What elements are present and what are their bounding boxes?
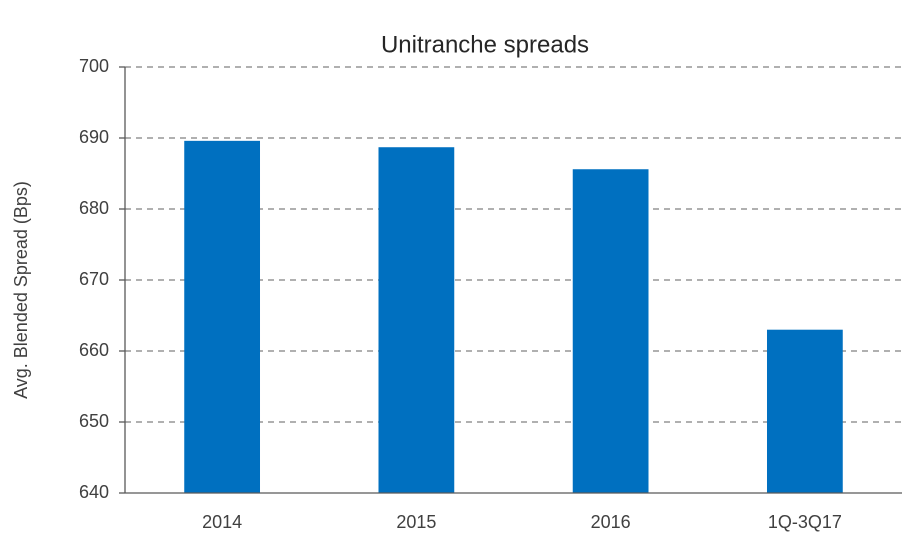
chart-title: Unitranche spreads [381, 31, 589, 58]
x-tick-label: 2016 [591, 512, 631, 532]
y-tick-label: 650 [79, 411, 109, 431]
x-tick-label: 1Q-3Q17 [768, 512, 842, 532]
y-tick-label: 680 [79, 198, 109, 218]
bar [572, 169, 649, 494]
y-tick-label: 670 [79, 269, 109, 289]
y-tick-label: 660 [79, 340, 109, 360]
y-tick-label: 640 [79, 482, 109, 502]
y-tick-label: 700 [79, 56, 109, 76]
x-tick-label: 2015 [396, 512, 436, 532]
y-axis-label: Avg. Blended Spread (Bps) [11, 181, 31, 399]
bar [184, 140, 261, 493]
bar [378, 147, 455, 494]
x-tick-label: 2014 [202, 512, 242, 532]
bar [766, 329, 843, 493]
y-tick-label: 690 [79, 127, 109, 147]
